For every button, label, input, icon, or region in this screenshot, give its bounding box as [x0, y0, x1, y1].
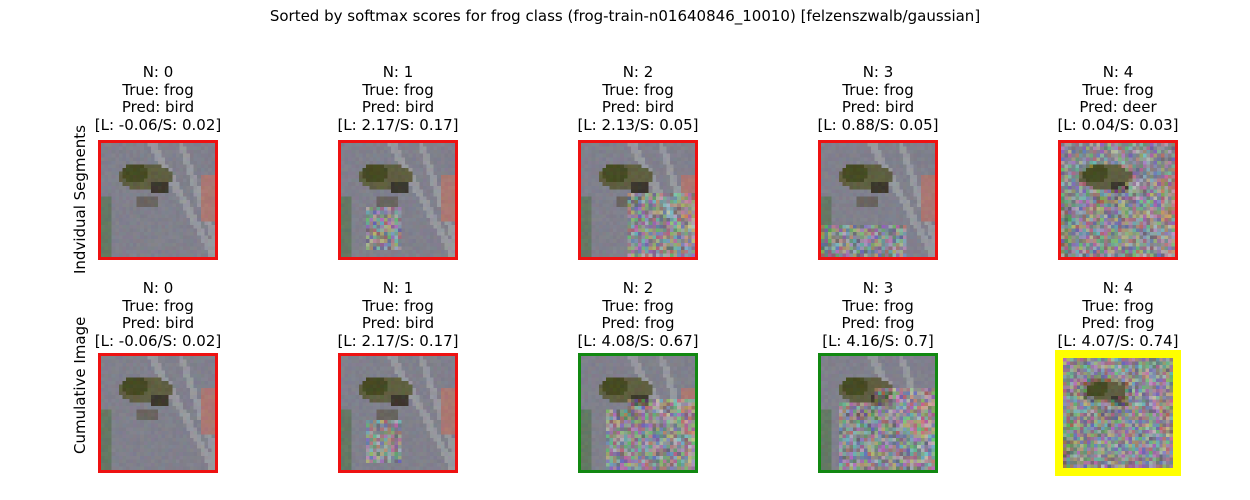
predicted-class-label: Pred: frog	[601, 314, 675, 332]
score-label: [L: 2.17/S: 0.17]	[337, 331, 459, 350]
predicted-class-label: Pred: bird	[121, 314, 195, 332]
row-label: Indvidual Segments	[71, 125, 89, 275]
panel-index-label: N: 4	[1102, 279, 1134, 297]
sample-image	[338, 140, 458, 260]
score-label: [L: 4.07/S: 0.74]	[1057, 331, 1179, 350]
score-label: [L: 0.88/S: 0.05]	[817, 115, 939, 134]
predicted-class-label: Pred: frog	[841, 314, 915, 332]
image-panel: N: 2 True: frog Pred: bird [L: 2.13/S: 0.05…	[558, 63, 718, 134]
figure-title: Sorted by softmax scores for frog class …	[269, 7, 981, 25]
image-panel: N: 0 True: frog Pred: bird [L: -0.06/S: 0.0…	[78, 279, 238, 350]
predicted-class-label: Pred: frog	[1081, 314, 1155, 332]
predicted-class-label: Pred: bird	[361, 98, 435, 116]
predicted-class-label: Pred: bird	[121, 98, 195, 116]
true-class-label: True: frog	[602, 296, 674, 315]
image-panel: N: 0 True: frog Pred: bird [L: -0.06/S: 0.0…	[78, 63, 238, 134]
true-class-label: True: frog	[1082, 80, 1154, 99]
true-class-label: True: frog	[1082, 296, 1154, 315]
image-panel: N: 4 True: frog Pred: deer [L: 0.04/S: 0.03…	[1038, 63, 1198, 134]
score-label: [L: 2.13/S: 0.05]	[577, 115, 699, 134]
sample-image	[818, 353, 938, 473]
score-label: [L: 4.08/S: 0.67]	[577, 331, 699, 350]
sample-image	[1055, 350, 1181, 476]
image-panel: N: 3 True: frog Pred: bird [L: 0.88/S: 0.05…	[798, 63, 958, 134]
image-panel: N: 1 True: frog Pred: bird [L: 2.17/S: 0.17…	[318, 279, 478, 350]
sample-image	[818, 140, 938, 260]
predicted-class-label: Pred: bird	[841, 98, 915, 116]
score-label: [L: 0.04/S: 0.03]	[1057, 115, 1179, 134]
predicted-class-label: Pred: deer	[1079, 98, 1157, 116]
sample-image	[1058, 140, 1178, 260]
true-class-label: True: frog	[362, 80, 434, 99]
image-panel: N: 2 True: frog Pred: frog [L: 4.08/S: 0.67…	[558, 279, 718, 350]
sample-image	[98, 140, 218, 260]
true-class-label: True: frog	[602, 80, 674, 99]
true-class-label: True: frog	[122, 80, 194, 99]
predicted-class-label: Pred: bird	[361, 314, 435, 332]
true-class-label: True: frog	[842, 296, 914, 315]
score-label: [L: 2.17/S: 0.17]	[337, 115, 459, 134]
image-panel: N: 4 True: frog Pred: frog [L: 4.07/S: 0.74…	[1038, 279, 1198, 350]
sample-image	[98, 353, 218, 473]
sample-image	[338, 353, 458, 473]
sample-image	[578, 140, 698, 260]
sample-image	[578, 353, 698, 473]
panel-index-label: N: 4	[1102, 63, 1134, 81]
panel-index-label: N: 1	[382, 63, 414, 81]
predicted-class-label: Pred: bird	[601, 98, 675, 116]
panel-index-label: N: 3	[862, 279, 894, 297]
true-class-label: True: frog	[362, 296, 434, 315]
score-label: [L: -0.06/S: 0.02]	[94, 115, 222, 134]
panel-index-label: N: 0	[142, 63, 174, 81]
panel-index-label: N: 0	[142, 279, 174, 297]
panel-index-label: N: 2	[622, 63, 654, 81]
panel-index-label: N: 3	[862, 63, 894, 81]
panel-index-label: N: 2	[622, 279, 654, 297]
panel-index-label: N: 1	[382, 279, 414, 297]
image-panel: N: 3 True: frog Pred: frog [L: 4.16/S: 0.7]	[798, 279, 958, 350]
score-label: [L: -0.06/S: 0.02]	[94, 331, 222, 350]
true-class-label: True: frog	[842, 80, 914, 99]
score-label: [L: 4.16/S: 0.7]	[822, 331, 934, 350]
true-class-label: True: frog	[122, 296, 194, 315]
image-panel: N: 1 True: frog Pred: bird [L: 2.17/S: 0.17…	[318, 63, 478, 134]
